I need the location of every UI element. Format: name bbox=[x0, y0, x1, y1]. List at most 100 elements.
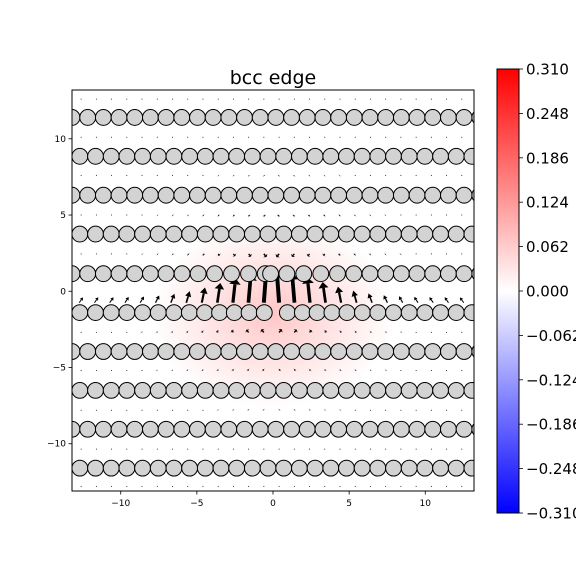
atom-marker bbox=[291, 147, 308, 165]
atom-marker bbox=[240, 265, 257, 283]
atom-marker bbox=[424, 265, 442, 283]
arrow-mark bbox=[430, 98, 432, 100]
arrow-mark bbox=[217, 174, 220, 177]
atom-marker bbox=[228, 225, 246, 243]
arrow-mark bbox=[170, 297, 174, 303]
arrow-mark bbox=[95, 448, 97, 450]
atom-marker bbox=[338, 381, 355, 399]
atom-marker bbox=[94, 420, 112, 438]
arrow-mark bbox=[446, 331, 448, 333]
atom-marker bbox=[189, 265, 207, 283]
arrow-mark bbox=[172, 98, 173, 100]
atom-marker bbox=[361, 343, 379, 360]
arrow-mark bbox=[111, 448, 113, 450]
arrow-mark bbox=[400, 174, 402, 176]
atom-marker bbox=[220, 109, 238, 126]
atom-marker bbox=[416, 304, 434, 322]
atom-marker bbox=[408, 109, 426, 126]
atom-marker bbox=[385, 304, 402, 322]
arrow-mark bbox=[248, 136, 250, 138]
arrow-mark bbox=[111, 174, 113, 176]
atom-marker bbox=[243, 225, 261, 243]
arrow-mark bbox=[126, 174, 128, 176]
arrow-mark bbox=[111, 98, 113, 100]
arrow-mark bbox=[338, 253, 341, 256]
atom-marker bbox=[126, 186, 144, 204]
atom-marker bbox=[126, 109, 144, 126]
atom-marker bbox=[134, 381, 151, 399]
arrow-mark bbox=[232, 214, 236, 217]
arrow-mark bbox=[229, 278, 241, 285]
atom-marker bbox=[314, 109, 332, 126]
arrow-mark bbox=[400, 485, 402, 487]
atom-marker bbox=[204, 420, 222, 438]
colorbar-tick-label: 0.310 bbox=[526, 61, 569, 79]
arrow-mark bbox=[307, 253, 311, 256]
arrow-mark bbox=[111, 409, 113, 411]
arrow-mark bbox=[247, 369, 250, 371]
arrow-mark bbox=[339, 331, 342, 333]
arrow-mark bbox=[308, 329, 313, 333]
atom-marker bbox=[471, 189, 474, 202]
atom-marker bbox=[212, 459, 230, 477]
arrow-mark bbox=[278, 369, 281, 371]
arrow-mark bbox=[201, 253, 206, 256]
atom-marker bbox=[416, 225, 434, 243]
atom-marker bbox=[142, 109, 159, 126]
x-tick-label: 5 bbox=[346, 499, 352, 509]
arrow-mark bbox=[415, 409, 417, 411]
atom-marker bbox=[400, 225, 418, 243]
arrow-mark bbox=[80, 214, 82, 216]
arrow-mark bbox=[385, 485, 387, 487]
atom-marker bbox=[440, 265, 457, 283]
arrow-mark bbox=[126, 98, 128, 100]
atom-marker bbox=[463, 147, 474, 165]
arrow-mark bbox=[231, 330, 234, 333]
arrow-mark bbox=[276, 214, 281, 217]
arrow-mark bbox=[80, 409, 82, 411]
atom-marker bbox=[295, 265, 313, 283]
arrow-mark bbox=[156, 98, 158, 100]
atom-marker bbox=[330, 420, 348, 438]
arrow-mark bbox=[367, 293, 373, 299]
atom-marker bbox=[392, 186, 410, 204]
arrow-mark bbox=[309, 448, 311, 450]
arrow-mark bbox=[385, 136, 387, 138]
arrow-mark bbox=[339, 448, 341, 450]
arrow-mark bbox=[293, 330, 297, 333]
arrow-mark bbox=[126, 485, 128, 487]
arrow-mark bbox=[293, 408, 296, 412]
arrow-mark bbox=[246, 280, 253, 303]
atom-marker bbox=[134, 147, 151, 165]
y-tick-label: −10 bbox=[47, 440, 66, 450]
x-tick-label: −10 bbox=[111, 499, 130, 509]
arrow-mark bbox=[247, 174, 251, 177]
arrow-mark bbox=[217, 448, 219, 450]
atom-marker bbox=[463, 225, 474, 243]
atom-marker bbox=[259, 381, 277, 399]
atom-marker bbox=[196, 459, 214, 477]
atom-marker bbox=[236, 420, 253, 438]
arrow-mark bbox=[430, 485, 432, 487]
atom-marker bbox=[173, 109, 191, 126]
atom-marker bbox=[94, 265, 112, 283]
atom-marker bbox=[220, 186, 238, 204]
arrow-mark bbox=[263, 214, 265, 217]
atom-marker bbox=[283, 186, 300, 204]
arrow-mark bbox=[170, 330, 174, 334]
arrow-mark bbox=[446, 370, 448, 372]
arrow-mark bbox=[79, 297, 84, 301]
atom-marker bbox=[291, 225, 308, 243]
atom-marker bbox=[251, 109, 269, 126]
arrow-mark bbox=[155, 295, 160, 300]
arrow-mark bbox=[246, 408, 250, 412]
arrow-mark bbox=[80, 253, 82, 255]
arrow-mark bbox=[338, 174, 342, 177]
arrow-mark bbox=[80, 370, 82, 372]
arrow-mark bbox=[430, 174, 432, 176]
atom-marker bbox=[228, 459, 246, 477]
atom-marker bbox=[157, 186, 175, 204]
arrow-mark bbox=[126, 253, 128, 255]
arrow-mark bbox=[307, 214, 311, 217]
atom-marker bbox=[275, 459, 293, 477]
